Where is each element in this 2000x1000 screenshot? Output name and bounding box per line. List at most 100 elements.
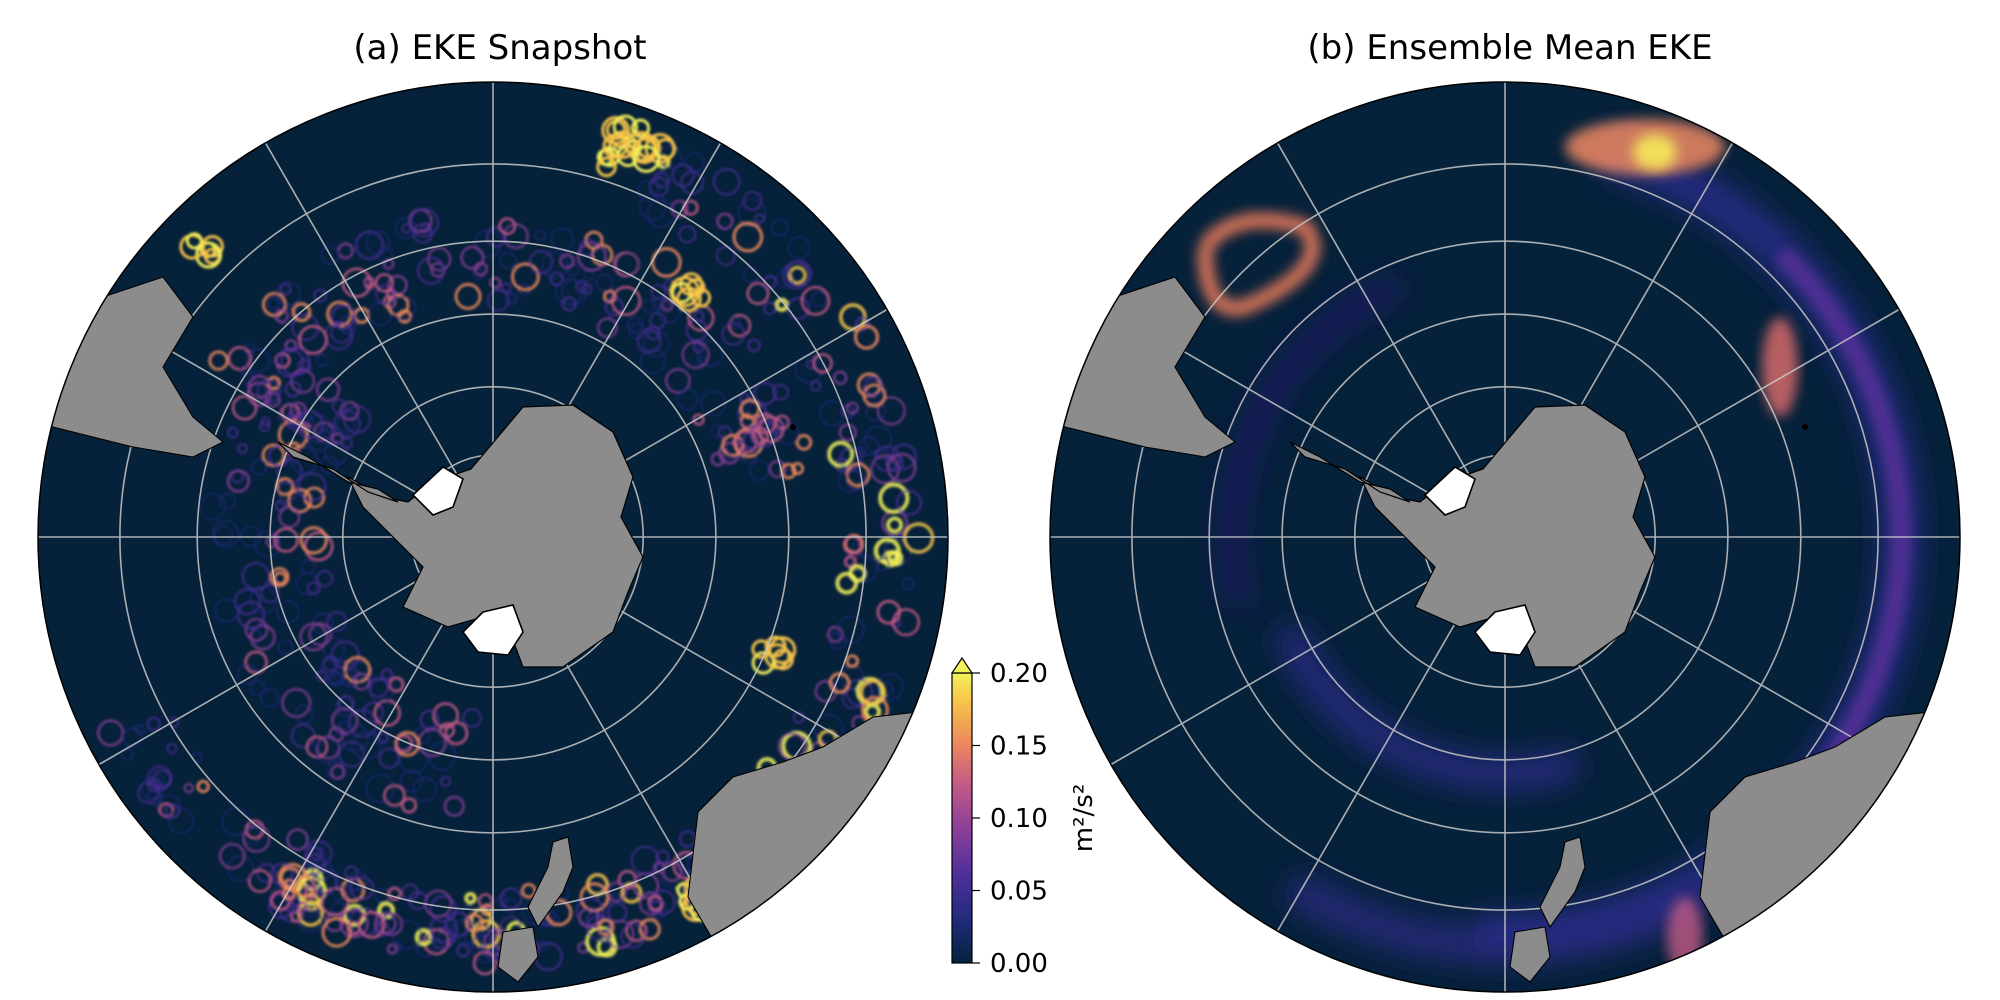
eddy-ring [732, 221, 764, 253]
eddy-ring [843, 555, 857, 569]
eddy-ring [810, 380, 822, 392]
eddy-ring [146, 789, 163, 807]
eddy-ring [269, 567, 290, 587]
eddy-ring [392, 941, 403, 952]
eddy-ring [661, 861, 683, 882]
eddy-ring [414, 928, 433, 947]
eddy-ring [510, 262, 540, 292]
eddy-ring [585, 925, 617, 957]
eke-band [1218, 275, 1405, 610]
ross-ice-shelf [1473, 604, 1536, 656]
eddy-ring [828, 631, 847, 650]
map-panel-b [1049, 81, 1961, 993]
eddy-ring [529, 249, 554, 275]
colorbar-tick-label: 0.05 [990, 877, 1048, 907]
eddy-ring [236, 600, 266, 630]
eddy-ring [412, 777, 438, 802]
eddy-ring [303, 531, 334, 562]
eddy-ring [412, 223, 433, 244]
eddy-ring [440, 776, 452, 788]
eddy-ring [827, 440, 855, 468]
eddy-ring [638, 918, 661, 941]
eddy-ring [454, 282, 482, 310]
eddy-ring [696, 339, 724, 367]
eddy-ring [260, 416, 271, 427]
eddy-ring [308, 622, 333, 647]
eddy-ring [274, 308, 290, 324]
eddy-ring [790, 462, 805, 476]
eddy-ring [464, 891, 477, 905]
colorbar-tick-label: 0.20 [990, 659, 1048, 689]
eddy-ring [473, 229, 502, 258]
eddy-hotspot [601, 116, 630, 145]
eddy-ring [785, 260, 812, 287]
eddy-hotspot [669, 276, 701, 307]
eddy-ring [710, 424, 725, 439]
ronne-ice-shelf [1423, 466, 1476, 516]
eddy-ring [352, 672, 371, 691]
eddy-ring [275, 477, 295, 496]
eddy-ring [265, 534, 279, 549]
eddy-ring [247, 868, 272, 893]
eddy-ring [315, 353, 329, 367]
eddy-ring [315, 670, 328, 682]
eddy-ring [134, 723, 146, 735]
eddy-ring [339, 400, 360, 421]
eddy-ring [311, 869, 337, 895]
eddy-ring [597, 929, 611, 944]
eddy-ring [268, 893, 294, 919]
eddy-ring [464, 922, 492, 949]
eddy-ring [380, 668, 394, 681]
eddy-hotspot [764, 643, 791, 670]
map-panel-a [37, 81, 949, 993]
eddy-ring [656, 173, 671, 187]
eddy-ring [296, 413, 314, 431]
eddy-ring [279, 283, 292, 296]
eddy-ring [267, 297, 281, 310]
eddy-ring [167, 807, 195, 835]
eddy-ring [499, 251, 517, 270]
eddy-ring [365, 230, 391, 256]
eddy-ring [297, 472, 327, 502]
eddy-hotspot [185, 232, 203, 250]
eddy-ring [507, 292, 518, 303]
eddy-ring [862, 379, 882, 399]
eddy-ring [537, 940, 548, 951]
eddy-ring [284, 380, 302, 398]
meridian-line [1276, 142, 1506, 538]
eddy-ring [247, 374, 272, 399]
eddy-ring [277, 402, 304, 429]
eddy-ring [297, 901, 308, 912]
eddy-ring [500, 887, 523, 910]
eddy-ring [890, 443, 917, 470]
eddy-ring [886, 516, 904, 534]
eddy-ring [276, 281, 301, 306]
eddy-ring [243, 342, 256, 355]
eddy-ring [322, 637, 346, 661]
eddy-ring [838, 423, 857, 442]
eddy-ring [313, 288, 328, 303]
eke-hotspot [1762, 317, 1798, 417]
eddy-ring [787, 236, 811, 260]
eddy-ring [577, 241, 607, 272]
eddy-ring [464, 913, 484, 933]
eddy-ring [862, 383, 887, 408]
eddy-ring [676, 388, 699, 411]
eddy-ring [158, 802, 175, 818]
eddy-ring [249, 679, 266, 696]
eddy-ring [304, 886, 318, 900]
eddy-ring [379, 912, 403, 936]
eddy-ring [245, 347, 271, 373]
eddy-ring [226, 469, 251, 493]
eddy-hotspot [676, 286, 702, 313]
eddy-ring [859, 436, 879, 456]
eddy-ring [275, 348, 305, 378]
eddy-ring [775, 421, 800, 446]
eddy-ring [227, 427, 239, 439]
eddy-ring [636, 329, 662, 354]
map-boundary-b [1049, 81, 1961, 993]
eke-hotspot [1667, 897, 1703, 977]
eddy-ring [811, 291, 828, 307]
eddy-ring [753, 381, 777, 406]
eddy-ring [896, 489, 922, 516]
